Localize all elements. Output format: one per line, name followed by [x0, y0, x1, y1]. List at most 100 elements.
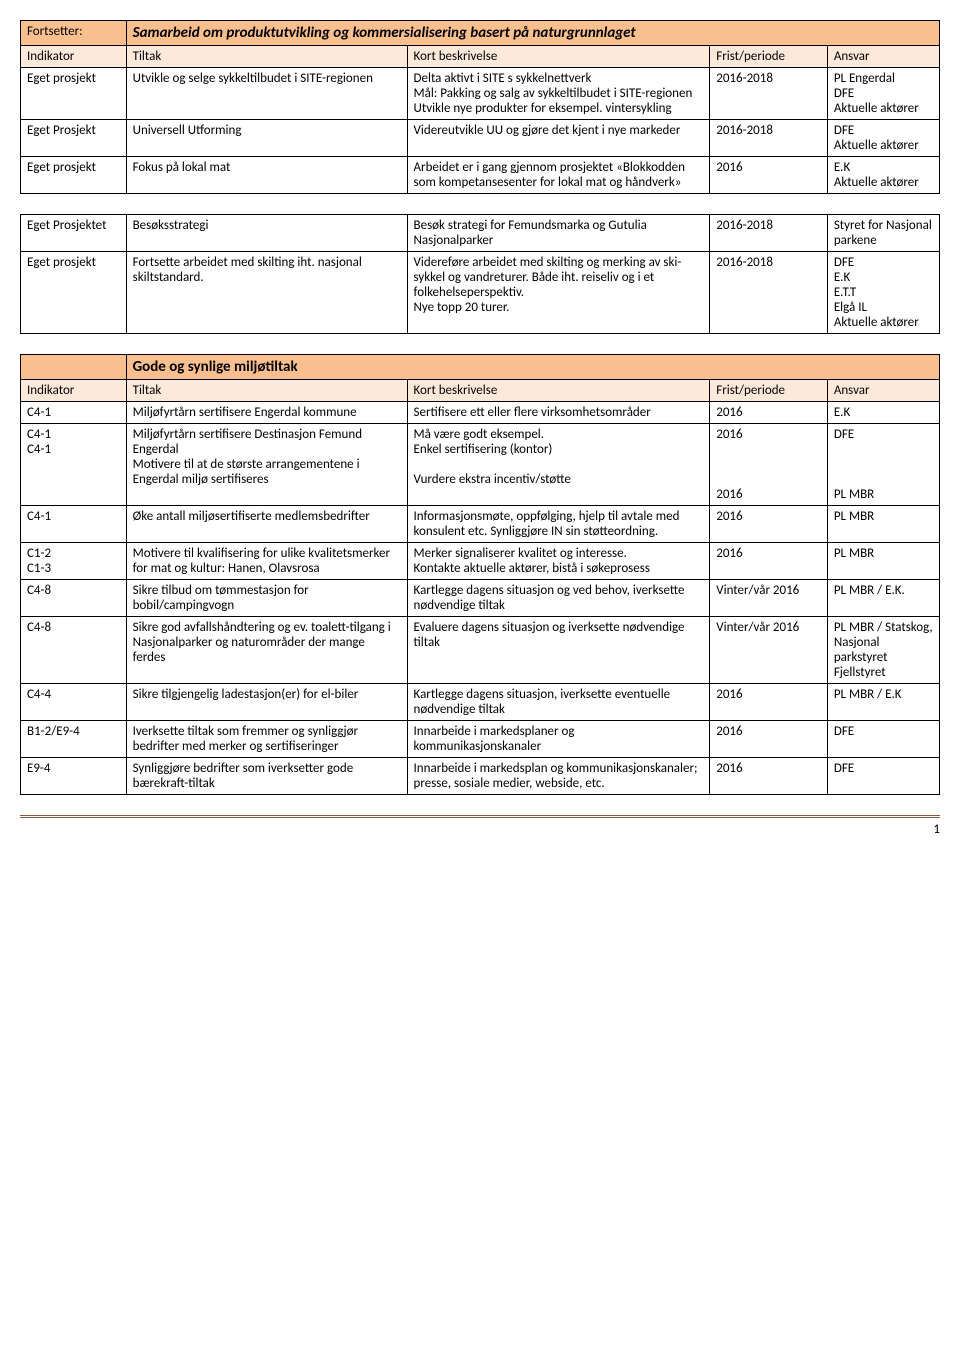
- cell-tiltak: Sikre tilbud om tømmestasjon for bobil/c…: [126, 580, 407, 617]
- cell-frist: 2016: [710, 684, 828, 721]
- cell-frist: Vinter/vår 2016: [710, 617, 828, 684]
- cell-ind: Eget Prosjekt: [21, 120, 127, 157]
- cell-ind: C4-1 C4-1: [21, 424, 127, 506]
- cell-ind: Eget prosjekt: [21, 157, 127, 194]
- cell-frist: 2016-2018: [710, 120, 828, 157]
- table-row: Eget prosjektFortsette arbeidet med skil…: [21, 252, 940, 334]
- cell-besk: Kartlegge dagens situasjon, iverksette e…: [407, 684, 710, 721]
- col-indikator: Indikator: [21, 46, 127, 68]
- col-ansvar: Ansvar: [827, 46, 939, 68]
- cell-tiltak: Miljøfyrtårn sertifisere Destinasjon Fem…: [126, 424, 407, 506]
- table-2-body: Eget ProsjektetBesøksstrategiBesøk strat…: [21, 215, 940, 334]
- cell-frist: Vinter/vår 2016: [710, 580, 828, 617]
- col-ansvar: Ansvar: [827, 380, 939, 402]
- cell-frist: 2016: [710, 543, 828, 580]
- cell-tiltak: Utvikle og selge sykkeltilbudet i SITE-r…: [126, 68, 407, 120]
- cell-besk: Videreutvikle UU og gjøre det kjent i ny…: [407, 120, 710, 157]
- cell-frist: 2016: [710, 506, 828, 543]
- cell-ind: C4-8: [21, 617, 127, 684]
- cell-ansvar: E.K Aktuelle aktører: [827, 157, 939, 194]
- table-1-body: Eget prosjektUtvikle og selge sykkeltilb…: [21, 68, 940, 194]
- cell-frist: 2016-2018: [710, 68, 828, 120]
- cell-ind: C4-1: [21, 402, 127, 424]
- col-frist: Frist/periode: [710, 46, 828, 68]
- cell-ansvar: PL MBR / E.K: [827, 684, 939, 721]
- col-tiltak: Tiltak: [126, 380, 407, 402]
- cell-besk: Innarbeide i markedsplan og kommunikasjo…: [407, 758, 710, 795]
- cell-besk: Evaluere dagens situasjon og iverksette …: [407, 617, 710, 684]
- cell-besk: Merker signaliserer kvalitet og interess…: [407, 543, 710, 580]
- cell-ansvar: PL MBR: [827, 506, 939, 543]
- cell-frist: 2016: [710, 758, 828, 795]
- cell-ansvar: DFE Aktuelle aktører: [827, 120, 939, 157]
- section-title-3: Gode og synlige miljøtiltak: [126, 355, 939, 380]
- blank-header: [21, 355, 127, 380]
- table-2: Eget ProsjektetBesøksstrategiBesøk strat…: [20, 214, 940, 334]
- cell-ind: C4-8: [21, 580, 127, 617]
- cell-ind: Eget prosjekt: [21, 68, 127, 120]
- cell-ind: Eget prosjekt: [21, 252, 127, 334]
- cell-ansvar: PL MBR / E.K.: [827, 580, 939, 617]
- col-frist: Frist/periode: [710, 380, 828, 402]
- cell-ansvar: DFE PL MBR: [827, 424, 939, 506]
- cell-besk: Innarbeide i markedsplaner og kommunikas…: [407, 721, 710, 758]
- cell-ind: C4-4: [21, 684, 127, 721]
- col-indikator: Indikator: [21, 380, 127, 402]
- cell-frist: 2016 2016: [710, 424, 828, 506]
- cell-ansvar: DFE E.K E.T.T Elgå IL Aktuelle aktører: [827, 252, 939, 334]
- cell-besk: Informasjonsmøte, oppfølging, hjelp til …: [407, 506, 710, 543]
- table-1: Fortsetter: Samarbeid om produktutviklin…: [20, 20, 940, 194]
- cell-ansvar: DFE: [827, 721, 939, 758]
- cell-frist: 2016: [710, 721, 828, 758]
- cell-besk: Må være godt eksempel. Enkel sertifiseri…: [407, 424, 710, 506]
- col-tiltak: Tiltak: [126, 46, 407, 68]
- cell-tiltak: Motivere til kvalifisering for ulike kva…: [126, 543, 407, 580]
- table-row: C1-2 C1-3Motivere til kvalifisering for …: [21, 543, 940, 580]
- cell-ansvar: PL Engerdal DFE Aktuelle aktører: [827, 68, 939, 120]
- table-row: C4-1Miljøfyrtårn sertifisere Engerdal ko…: [21, 402, 940, 424]
- table-row: B1-2/E9-4Iverksette tiltak som fremmer o…: [21, 721, 940, 758]
- cell-frist: 2016-2018: [710, 215, 828, 252]
- cell-ansvar: E.K: [827, 402, 939, 424]
- table-row: Eget prosjektUtvikle og selge sykkeltilb…: [21, 68, 940, 120]
- cell-besk: Videreføre arbeidet med skilting og merk…: [407, 252, 710, 334]
- cell-tiltak: Øke antall miljøsertifiserte medlemsbedr…: [126, 506, 407, 543]
- table-3-body: C4-1Miljøfyrtårn sertifisere Engerdal ko…: [21, 402, 940, 795]
- col-beskrivelse: Kort beskrivelse: [407, 380, 710, 402]
- fortsetter-label: Fortsetter:: [21, 21, 127, 46]
- table-row: Eget ProsjektUniversell UtformingVidereu…: [21, 120, 940, 157]
- cell-tiltak: Iverksette tiltak som fremmer og synligg…: [126, 721, 407, 758]
- col-beskrivelse: Kort beskrivelse: [407, 46, 710, 68]
- cell-frist: 2016: [710, 157, 828, 194]
- cell-ind: C4-1: [21, 506, 127, 543]
- cell-ansvar: PL MBR / Statskog, Nasjonal parkstyret F…: [827, 617, 939, 684]
- cell-besk: Kartlegge dagens situasjon og ved behov,…: [407, 580, 710, 617]
- table-row: E9-4Synliggjøre bedrifter som iverksette…: [21, 758, 940, 795]
- cell-frist: 2016: [710, 402, 828, 424]
- cell-tiltak: Fokus på lokal mat: [126, 157, 407, 194]
- cell-ansvar: Styret for Nasjonal parkene: [827, 215, 939, 252]
- cell-besk: Arbeidet er i gang gjennom prosjektet «B…: [407, 157, 710, 194]
- cell-besk: Besøk strategi for Femundsmarka og Gutul…: [407, 215, 710, 252]
- cell-ind: C1-2 C1-3: [21, 543, 127, 580]
- table-row: C4-1 C4-1Miljøfyrtårn sertifisere Destin…: [21, 424, 940, 506]
- cell-tiltak: Universell Utforming: [126, 120, 407, 157]
- cell-ansvar: DFE: [827, 758, 939, 795]
- table-row: Eget prosjektFokus på lokal matArbeidet …: [21, 157, 940, 194]
- table-row: Eget ProsjektetBesøksstrategiBesøk strat…: [21, 215, 940, 252]
- cell-tiltak: Fortsette arbeidet med skilting iht. nas…: [126, 252, 407, 334]
- cell-ansvar: PL MBR: [827, 543, 939, 580]
- table-row: C4-8Sikre god avfallshåndtering og ev. t…: [21, 617, 940, 684]
- cell-tiltak: Synliggjøre bedrifter som iverksetter go…: [126, 758, 407, 795]
- cell-tiltak: Sikre tilgjengelig ladestasjon(er) for e…: [126, 684, 407, 721]
- table-row: C4-4Sikre tilgjengelig ladestasjon(er) f…: [21, 684, 940, 721]
- cell-ind: B1-2/E9-4: [21, 721, 127, 758]
- cell-tiltak: Miljøfyrtårn sertifisere Engerdal kommun…: [126, 402, 407, 424]
- table-3: Gode og synlige miljøtiltak Indikator Ti…: [20, 354, 940, 795]
- cell-ind: E9-4: [21, 758, 127, 795]
- table-row: C4-1Øke antall miljøsertifiserte medlems…: [21, 506, 940, 543]
- cell-besk: Sertifisere ett eller flere virksomhetso…: [407, 402, 710, 424]
- section-title-1: Samarbeid om produktutvikling og kommers…: [126, 21, 939, 46]
- cell-tiltak: Besøksstrategi: [126, 215, 407, 252]
- table-row: C4-8Sikre tilbud om tømmestasjon for bob…: [21, 580, 940, 617]
